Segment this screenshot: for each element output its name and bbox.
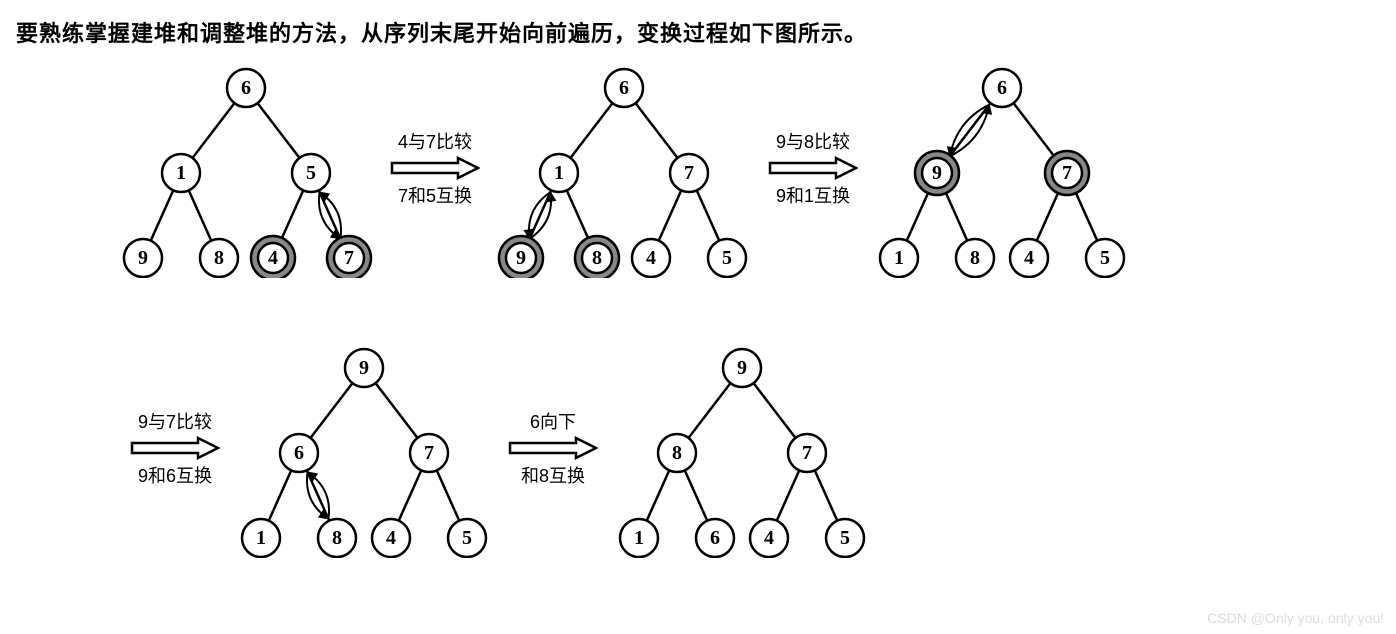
svg-text:6: 6 bbox=[294, 442, 304, 464]
diagram-rows: 6159847 4与7比较 7和5互换 6179845 9与8比较 9和1互换 … bbox=[16, 58, 1380, 558]
svg-text:9: 9 bbox=[359, 357, 369, 379]
step-bottom-label: 7和5互换 bbox=[398, 182, 472, 208]
svg-text:7: 7 bbox=[424, 442, 434, 464]
svg-text:7: 7 bbox=[344, 247, 354, 269]
svg-text:1: 1 bbox=[634, 527, 644, 549]
step-top-label: 9与7比较 bbox=[138, 408, 212, 434]
svg-text:9: 9 bbox=[932, 162, 942, 184]
svg-text:5: 5 bbox=[306, 162, 316, 184]
tree-3: 6 9 7 1 8 4 5 bbox=[872, 58, 1132, 278]
svg-text:5: 5 bbox=[840, 527, 850, 549]
svg-text:5: 5 bbox=[1100, 247, 1110, 269]
svg-text:4: 4 bbox=[646, 247, 656, 269]
svg-text:5: 5 bbox=[722, 247, 732, 269]
svg-text:4: 4 bbox=[386, 527, 396, 549]
step-arrow-3: 9与7比较 9和6互换 bbox=[130, 408, 220, 488]
tree-1: 6 1 5 9 8 4 7 bbox=[116, 58, 376, 278]
svg-text:9: 9 bbox=[138, 247, 148, 269]
svg-text:9: 9 bbox=[516, 247, 526, 269]
svg-text:6: 6 bbox=[619, 77, 629, 99]
svg-text:8: 8 bbox=[970, 247, 980, 269]
svg-text:1: 1 bbox=[256, 527, 266, 549]
svg-text:1: 1 bbox=[894, 247, 904, 269]
svg-text:8: 8 bbox=[592, 247, 602, 269]
tree-5: 9 8 7 1 6 4 5 bbox=[612, 338, 872, 558]
watermark: CSDN @Only you, only you! bbox=[1207, 610, 1384, 626]
svg-text:6: 6 bbox=[997, 77, 1007, 99]
svg-text:8: 8 bbox=[214, 247, 224, 269]
step-arrow-4: 6向下 和8互换 bbox=[508, 408, 598, 488]
svg-text:4: 4 bbox=[268, 247, 278, 269]
svg-text:7: 7 bbox=[684, 162, 694, 184]
step-bottom-label: 和8互换 bbox=[521, 462, 585, 488]
row-2: 9与7比较 9和6互换 9 6 7 1 8 4 5 6向下 和8互换 9 8 7 1 6 4 5 bbox=[16, 338, 1380, 558]
step-top-label: 6向下 bbox=[530, 408, 576, 434]
svg-text:6: 6 bbox=[710, 527, 720, 549]
svg-text:5: 5 bbox=[462, 527, 472, 549]
svg-text:1: 1 bbox=[176, 162, 186, 184]
svg-text:7: 7 bbox=[802, 442, 812, 464]
step-arrow-1: 4与7比较 7和5互换 bbox=[390, 128, 480, 208]
tree-4: 9 6 7 1 8 4 5 bbox=[234, 338, 494, 558]
svg-text:4: 4 bbox=[1024, 247, 1034, 269]
svg-text:4: 4 bbox=[764, 527, 774, 549]
svg-text:1: 1 bbox=[554, 162, 564, 184]
svg-text:7: 7 bbox=[1062, 162, 1072, 184]
step-top-label: 9与8比较 bbox=[776, 128, 850, 154]
tree-2: 6 1 7 9 8 4 5 bbox=[494, 58, 754, 278]
row-1: 6159847 4与7比较 7和5互换 6179845 9与8比较 9和1互换 … bbox=[16, 58, 1380, 278]
step-bottom-label: 9和6互换 bbox=[138, 462, 212, 488]
svg-text:8: 8 bbox=[332, 527, 342, 549]
step-bottom-label: 9和1互换 bbox=[776, 182, 850, 208]
intro-text: 要熟练掌握建堆和调整堆的方法，从序列末尾开始向前遍历，变换过程如下图所示。 bbox=[16, 16, 1380, 48]
step-top-label: 4与7比较 bbox=[398, 128, 472, 154]
step-arrow-2: 9与8比较 9和1互换 bbox=[768, 128, 858, 208]
svg-text:6: 6 bbox=[241, 77, 251, 99]
svg-text:8: 8 bbox=[672, 442, 682, 464]
svg-text:9: 9 bbox=[737, 357, 747, 379]
